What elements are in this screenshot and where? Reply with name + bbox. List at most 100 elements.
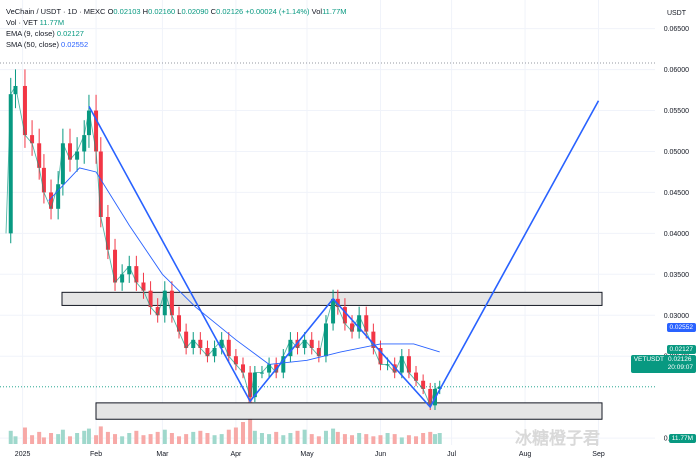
support-zone — [95, 402, 603, 420]
candle-body — [323, 323, 328, 357]
volume-bar — [385, 433, 390, 444]
volume-bar — [169, 433, 174, 444]
volume-bar — [406, 435, 411, 444]
volume-bar — [49, 433, 54, 444]
candle-body — [226, 339, 231, 357]
ema-price-badge: 0.02127 — [666, 345, 696, 354]
volume-bar — [437, 433, 442, 444]
candle-body — [82, 135, 87, 152]
volume-bar — [41, 437, 46, 444]
volume-bar — [259, 433, 264, 444]
legend-sma-row: SMA (50, close) 0.02552 — [6, 39, 347, 50]
legend-vol-row-label: Vol · VET — [6, 18, 38, 27]
y-tick-label: 0.05000 — [664, 149, 689, 156]
candle-body — [205, 348, 210, 357]
volume-bar — [357, 433, 362, 444]
ema-line — [5, 84, 440, 407]
x-tick-label: May — [300, 451, 314, 458]
volume-bar — [75, 433, 80, 444]
candle-body — [302, 339, 307, 349]
legend-ema-row: EMA (9, close) 0.02127 — [6, 28, 347, 39]
candle-body — [60, 143, 65, 185]
candle-body — [98, 151, 103, 217]
projection-line — [88, 100, 600, 409]
y-axis: 0.06500 0.06000 0.05500 0.05000 0.04500 0.040… — [664, 26, 689, 442]
volume-bar — [241, 422, 246, 444]
volume-bar — [120, 436, 125, 444]
legend-close: 0.02126 — [216, 7, 244, 16]
volume-bar — [428, 431, 433, 444]
volume-bar — [155, 431, 160, 444]
volume-bar — [288, 433, 293, 444]
candle-body — [406, 356, 411, 373]
volume-bar — [94, 435, 99, 444]
legend-sma-label: SMA (50, close) — [6, 40, 59, 49]
y-tick-label: 0.03000 — [664, 313, 689, 320]
candle-body — [49, 192, 54, 209]
legend-open: 0.02103 — [113, 7, 141, 16]
candle-body — [155, 307, 160, 316]
candle-body — [233, 356, 238, 365]
candle-body — [162, 290, 167, 316]
candle-body — [399, 356, 404, 373]
candle-body — [267, 364, 272, 373]
volume-bar — [113, 434, 118, 444]
candle-body — [37, 143, 42, 168]
candle-body — [56, 184, 61, 209]
volume-bar — [274, 431, 279, 444]
candle-body — [414, 372, 419, 381]
projection — [88, 100, 600, 409]
candle-body — [67, 143, 72, 160]
candle-body — [148, 290, 153, 308]
y-tick-label: 0.04000 — [664, 231, 689, 238]
candle-body — [134, 266, 139, 283]
volume-bar — [226, 429, 231, 444]
x-tick-label: 2025 — [15, 451, 31, 458]
candle-body — [342, 307, 347, 324]
volume-bar — [399, 437, 404, 444]
candle-body — [331, 298, 336, 324]
volume-bar — [335, 431, 340, 444]
volume-bar — [127, 433, 132, 444]
volume-bar — [105, 431, 110, 444]
candle-body — [127, 266, 132, 275]
legend-high-label: H — [142, 7, 149, 16]
candle-body — [378, 348, 383, 365]
ticker-countdown: 20:09:07 — [667, 364, 693, 371]
x-tick-label: Jul — [447, 451, 456, 458]
candle-body — [184, 331, 189, 349]
volume-bar — [342, 434, 347, 444]
volume-bar — [323, 430, 328, 444]
volume-bar — [233, 427, 238, 444]
candle-body — [177, 315, 182, 332]
y-tick-label: 0.03500 — [664, 272, 689, 279]
volume-bar — [30, 435, 35, 444]
volume-bar — [432, 434, 437, 444]
candle-body — [86, 110, 91, 136]
volume-bar — [350, 435, 355, 444]
volume-bar — [316, 436, 321, 444]
volume-bar — [184, 434, 189, 444]
volume-bar — [98, 426, 103, 444]
ticker-price-badge: VETUSDT 0.02126 20:09:07 — [630, 355, 696, 373]
legend-sma-value: 0.02552 — [61, 40, 89, 49]
volume-bar — [86, 428, 91, 444]
currency-label[interactable]: USDT — [666, 10, 686, 17]
candle-body — [350, 323, 355, 332]
candle-body — [437, 386, 442, 389]
grid — [0, 0, 655, 445]
volume-bar — [331, 428, 336, 444]
x-tick-label: Feb — [90, 451, 102, 458]
legend-close-label: C — [210, 7, 217, 16]
candle-body — [212, 348, 217, 357]
volume-bar — [148, 434, 153, 444]
volume-bar — [13, 436, 18, 444]
volume-bar — [141, 435, 146, 444]
y-tick-label: 0.06500 — [664, 26, 689, 33]
legend-ema-value: 0.02127 — [56, 29, 84, 38]
candle-body — [141, 282, 146, 291]
watermark: 冰糖橙子君 — [515, 429, 600, 449]
candle-body — [259, 372, 264, 374]
